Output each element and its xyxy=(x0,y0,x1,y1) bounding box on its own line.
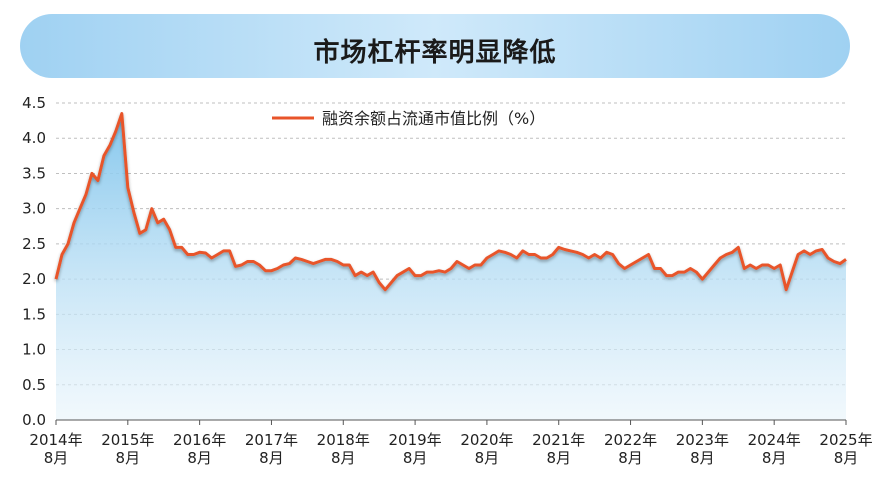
chart-title: 市场杠杆率明显降低 xyxy=(313,38,557,68)
x-tick-label: 2022年 8月 xyxy=(604,431,657,467)
y-tick-label: 3.0 xyxy=(22,200,46,218)
y-tick-label: 1.0 xyxy=(22,341,46,359)
x-axis-ticks: 2014年 8月 2015年 8月 2016年 8月 2017年 8月 2018年 8月 2019年… xyxy=(29,420,872,467)
y-tick-label: 4.0 xyxy=(22,129,46,147)
series-line xyxy=(54,112,847,292)
x-tick-label: 2025年 8月 xyxy=(819,431,872,467)
x-tick-label: 2023年 8月 xyxy=(676,431,729,467)
y-tick-label: 4.5 xyxy=(22,94,46,112)
y-tick-label: 2.0 xyxy=(22,270,46,288)
title-banner: 市场杠杆率明显降低 xyxy=(20,14,850,78)
legend-label: 融资余额占流通市值比例（%） xyxy=(322,109,545,128)
x-tick-label: 2021年 8月 xyxy=(532,431,585,467)
x-tick-label: 2019年 8月 xyxy=(388,431,441,467)
y-tick-label: 0.0 xyxy=(22,411,46,429)
y-axis-ticks: 0.0 0.5 1.0 1.5 2.0 2.5 3.0 3.5 4.0 4.5 xyxy=(22,94,46,429)
x-tick-label: 2015年 8月 xyxy=(101,431,154,467)
x-tick-label: 2020年 8月 xyxy=(460,431,513,467)
legend: 融资余额占流通市值比例（%） xyxy=(272,109,545,128)
x-tick-label: 2018年 8月 xyxy=(317,431,370,467)
x-tick-label: 2014年 8月 xyxy=(29,431,82,467)
x-tick-label: 2024年 8月 xyxy=(748,431,801,467)
y-tick-label: 0.5 xyxy=(22,376,46,394)
series-area-fill xyxy=(56,113,846,420)
y-tick-label: 2.5 xyxy=(22,235,46,253)
x-tick-label: 2017年 8月 xyxy=(245,431,298,467)
y-tick-label: 1.5 xyxy=(22,305,46,323)
x-tick-label: 2016年 8月 xyxy=(173,431,226,467)
y-tick-label: 3.5 xyxy=(22,164,46,182)
